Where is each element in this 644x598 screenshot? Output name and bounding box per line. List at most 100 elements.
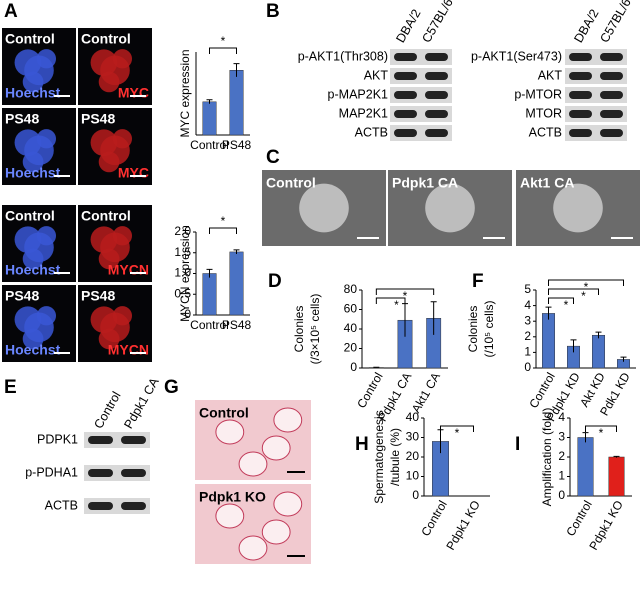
y-tick-label: 5	[524, 282, 531, 296]
band	[600, 72, 623, 80]
y-tick-label: 0	[412, 488, 419, 502]
y-tick-label: 0.5	[174, 286, 191, 300]
cell-blob	[22, 328, 44, 350]
blot-label: p-AKT1(Thr308)	[298, 49, 388, 63]
blot-label: ACTB	[355, 125, 388, 139]
bar	[592, 334, 605, 369]
panel-label: B	[266, 1, 280, 22]
blot-label: p-MTOR	[514, 87, 562, 101]
blot-label: ACTB	[45, 498, 78, 512]
cell-blob	[22, 151, 44, 173]
panel-label: E	[4, 377, 17, 398]
error-bar	[233, 63, 240, 77]
y-tick-label: 40	[344, 321, 358, 335]
lane-label: DBA/2	[571, 7, 601, 45]
stain-label: Hoechst	[5, 165, 61, 181]
tubule	[215, 503, 245, 529]
y-tick-label: 4	[558, 410, 565, 424]
y-tick-label: 3	[524, 313, 531, 327]
blot-label: p-MAP2K1	[328, 87, 388, 101]
y-tick-label: 0	[184, 307, 191, 321]
image-label: Akt1 CA	[520, 175, 574, 191]
significance-mark: *	[394, 298, 399, 312]
band	[569, 53, 592, 61]
y-tick-label: 2	[524, 329, 531, 343]
y-axis-label: Amplification (fold)	[540, 408, 554, 507]
cell-blob	[36, 129, 57, 149]
blot-label: PDPK1	[37, 432, 78, 446]
cell-blob	[36, 226, 57, 246]
x-tick-label: Control	[190, 138, 229, 152]
y-axis-label: MYCN expression	[178, 225, 192, 322]
y-tick-label: 60	[344, 302, 358, 316]
colony	[425, 183, 475, 233]
error-bar	[620, 356, 627, 362]
lane-label: C57BL/6	[419, 0, 455, 45]
bar	[542, 313, 555, 369]
y-tick-label: 1	[524, 345, 531, 359]
error-bar	[206, 99, 213, 104]
image-label: PS48	[81, 111, 115, 127]
cell-blob	[98, 71, 120, 93]
significance-bracket	[585, 425, 617, 432]
x-tick-label: PS48	[222, 138, 252, 152]
error-bar	[595, 331, 602, 339]
y-tick-label: 0	[558, 488, 565, 502]
band	[425, 129, 448, 137]
y-axis-label: /tubule (%)	[388, 428, 402, 486]
band	[425, 91, 448, 99]
band	[600, 91, 623, 99]
band	[425, 53, 448, 61]
y-tick-label: 1	[558, 469, 565, 483]
image-label: Pdpk1 KO	[199, 489, 266, 505]
y-tick-label: 10	[406, 469, 420, 483]
y-axis-label: Colonies	[292, 306, 306, 353]
image-label: Control	[266, 175, 316, 191]
x-tick-label: Pdpk1 KO	[443, 498, 482, 552]
blot-label: MAP2K1	[339, 106, 388, 120]
cell-blob	[98, 248, 120, 270]
band	[425, 110, 448, 118]
error-bar	[570, 339, 577, 353]
band	[600, 129, 623, 137]
panel-label: C	[266, 147, 280, 168]
band	[88, 469, 113, 477]
blot-label: p-PDHA1	[25, 465, 78, 479]
band	[394, 53, 417, 61]
error-bar	[582, 432, 589, 443]
stain-label: MYC	[118, 85, 149, 101]
y-tick-label: 2.0	[174, 224, 191, 238]
band	[394, 110, 417, 118]
error-bar	[613, 455, 620, 458]
cell-blob	[22, 248, 44, 270]
y-tick-label: 30	[406, 430, 420, 444]
y-tick-label: 1.0	[174, 266, 191, 280]
y-tick-label: 80	[344, 282, 358, 296]
stain-label: MYCN	[108, 262, 149, 278]
blot-label: ACTB	[529, 125, 562, 139]
image-label: Control	[199, 405, 249, 421]
band	[88, 502, 113, 510]
bar	[202, 101, 217, 136]
x-tick-label: Control	[354, 370, 385, 411]
band	[569, 129, 592, 137]
image-label: Control	[81, 208, 131, 224]
image-label: PS48	[5, 288, 39, 304]
lane-label: DBA/2	[393, 7, 423, 45]
image-label: Control	[5, 208, 55, 224]
lane-label: C57BL/6	[597, 0, 633, 45]
band	[394, 129, 417, 137]
significance-bracket	[548, 297, 574, 304]
x-tick-label: PS48	[222, 318, 252, 332]
bar	[229, 70, 244, 136]
tubule	[215, 419, 245, 445]
error-bar	[206, 268, 213, 278]
band	[600, 53, 623, 61]
y-tick-label: 2	[558, 449, 565, 463]
panel-label: H	[355, 434, 369, 455]
blot-label: p-AKT1(Ser473)	[471, 49, 562, 63]
y-tick-label: 40	[406, 410, 420, 424]
y-axis-label: Colonies	[466, 306, 480, 353]
band	[394, 91, 417, 99]
